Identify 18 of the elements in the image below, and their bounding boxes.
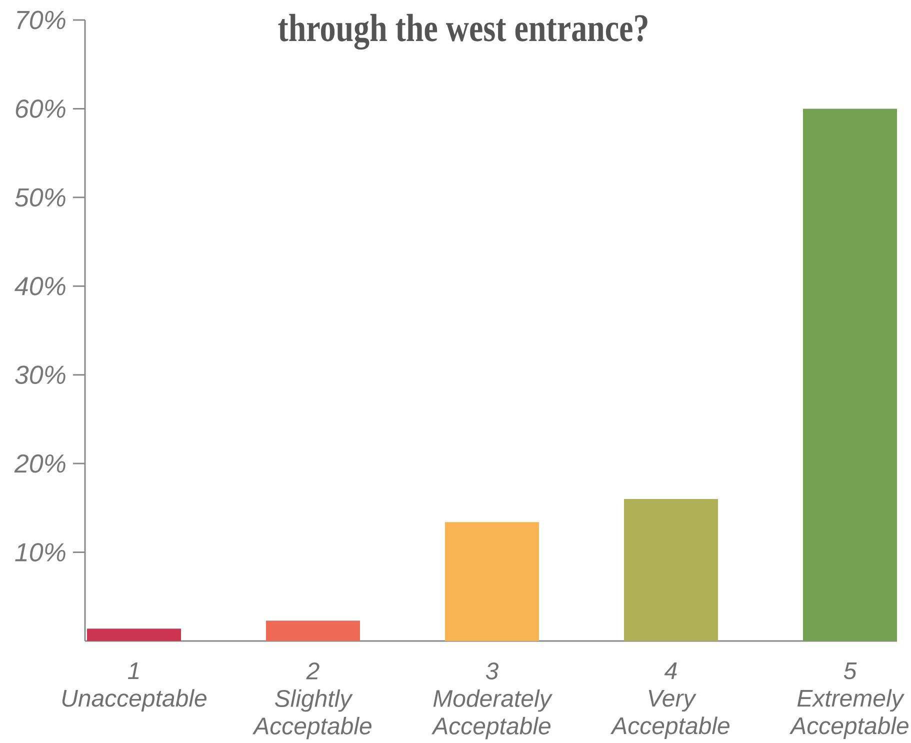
- bar: [445, 522, 539, 641]
- y-tick-label: 50%: [15, 188, 66, 207]
- bar: [624, 499, 718, 641]
- y-tick-label: 60%: [16, 100, 66, 118]
- x-tick-label: 4 Very Acceptable: [610, 662, 730, 740]
- bar: [87, 628, 182, 641]
- y-tick-label: 20%: [14, 454, 66, 473]
- y-tick-label: 40%: [14, 276, 66, 296]
- bar: [266, 620, 360, 641]
- x-tick-label: 5 Extremely Acceptable: [789, 662, 908, 740]
- chart-title: through the west entrance?: [278, 14, 648, 50]
- x-tick-label: 2 Slightly Acceptable: [252, 662, 372, 740]
- y-tick-label: 10%: [15, 543, 66, 562]
- x-tick-label: 3 Moderately Acceptable: [431, 662, 553, 740]
- bar: [803, 108, 897, 641]
- x-tick-label: 1 Unacceptable: [62, 662, 206, 712]
- y-tick-label: 30%: [15, 366, 66, 384]
- y-tick-label: 70%: [17, 10, 66, 30]
